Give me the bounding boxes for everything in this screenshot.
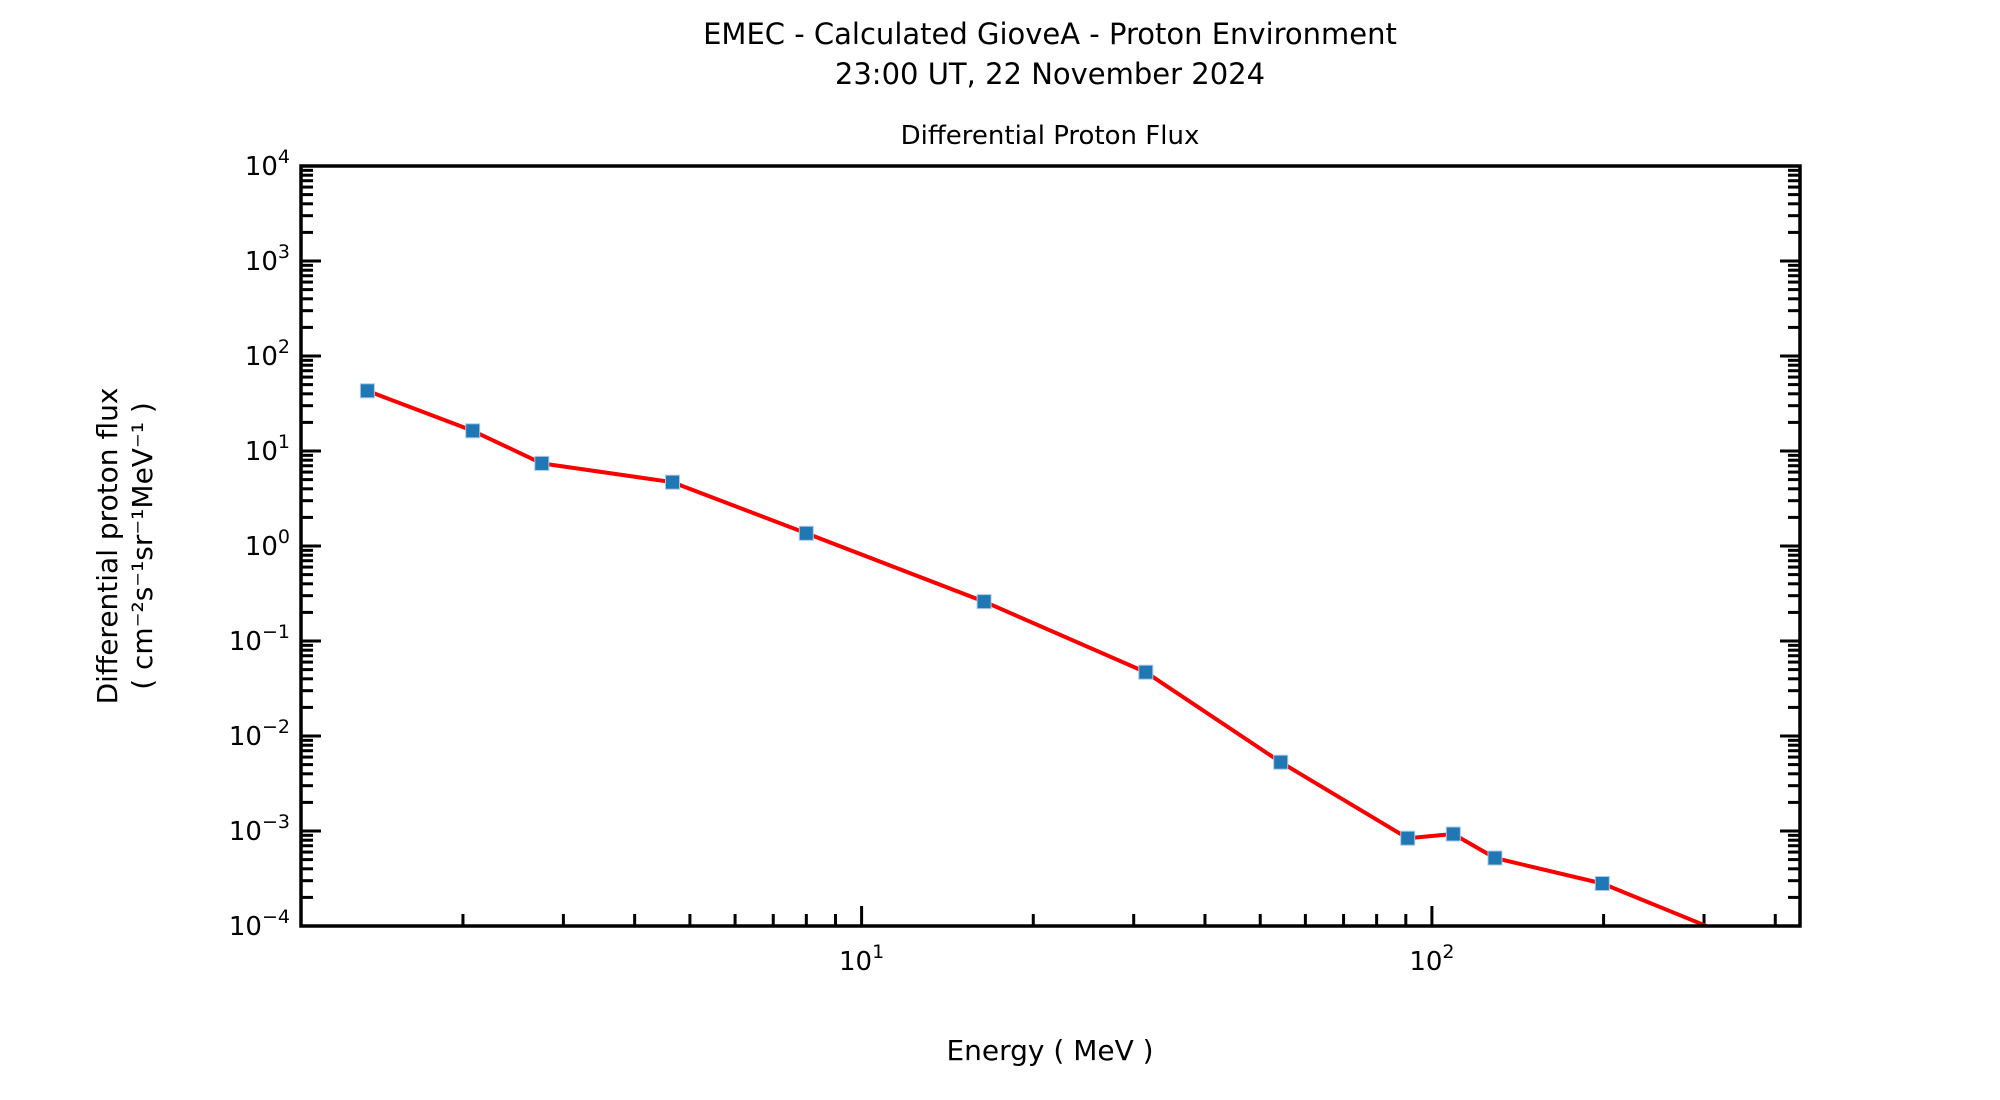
data-point-marker: [1138, 664, 1154, 680]
data-point-marker: [534, 455, 550, 471]
y-axis-tick-label: 10−2: [229, 716, 290, 752]
data-point-marker: [1273, 754, 1289, 770]
x-axis-tick-label: 102: [1409, 941, 1454, 977]
y-axis-label-line2: ( cm⁻²s⁻¹sr⁻¹MeV⁻¹ ): [126, 402, 159, 690]
data-series: [359, 383, 1712, 926]
data-point-marker: [976, 594, 992, 610]
y-axis-tick-label: 103: [245, 241, 290, 277]
y-axis-tick-label: 100: [245, 526, 290, 562]
y-axis-tick-label: 102: [245, 336, 290, 372]
figure-suptitle-line1: EMEC - Calculated GioveA - Proton Enviro…: [703, 17, 1397, 51]
data-point-marker: [1487, 850, 1503, 866]
y-axis-tick-label: 10−3: [229, 811, 290, 847]
figure-suptitle-line2: 23:00 UT, 22 November 2024: [835, 57, 1265, 91]
data-point-marker: [665, 474, 680, 490]
plot-border: [299, 164, 1802, 928]
plot-area: 101 102 104 103 102 101 100 10−1 10−2 10−3 10−4: [229, 146, 1802, 977]
y-axis-tick-label: 10−1: [229, 621, 290, 657]
data-point-marker: [1400, 830, 1416, 846]
data-point-marker: [798, 525, 814, 541]
data-line: [366, 388, 1712, 926]
y-axis-tick-label: 101: [245, 431, 290, 467]
x-axis-label: Energy ( MeV ): [946, 1034, 1153, 1067]
data-point-marker: [465, 423, 481, 439]
y-axis-tick-label: 10−4: [229, 906, 290, 942]
data-point-marker: [1445, 826, 1461, 842]
data-point-marker: [1594, 876, 1610, 891]
x-axis-tick-label: 101: [839, 941, 884, 977]
y-axis-tick-label: 104: [245, 146, 290, 182]
y-axis-label-line1: Differential proton flux: [91, 388, 124, 705]
data-point-marker: [359, 383, 375, 399]
chart-title: Differential Proton Flux: [901, 121, 1200, 151]
